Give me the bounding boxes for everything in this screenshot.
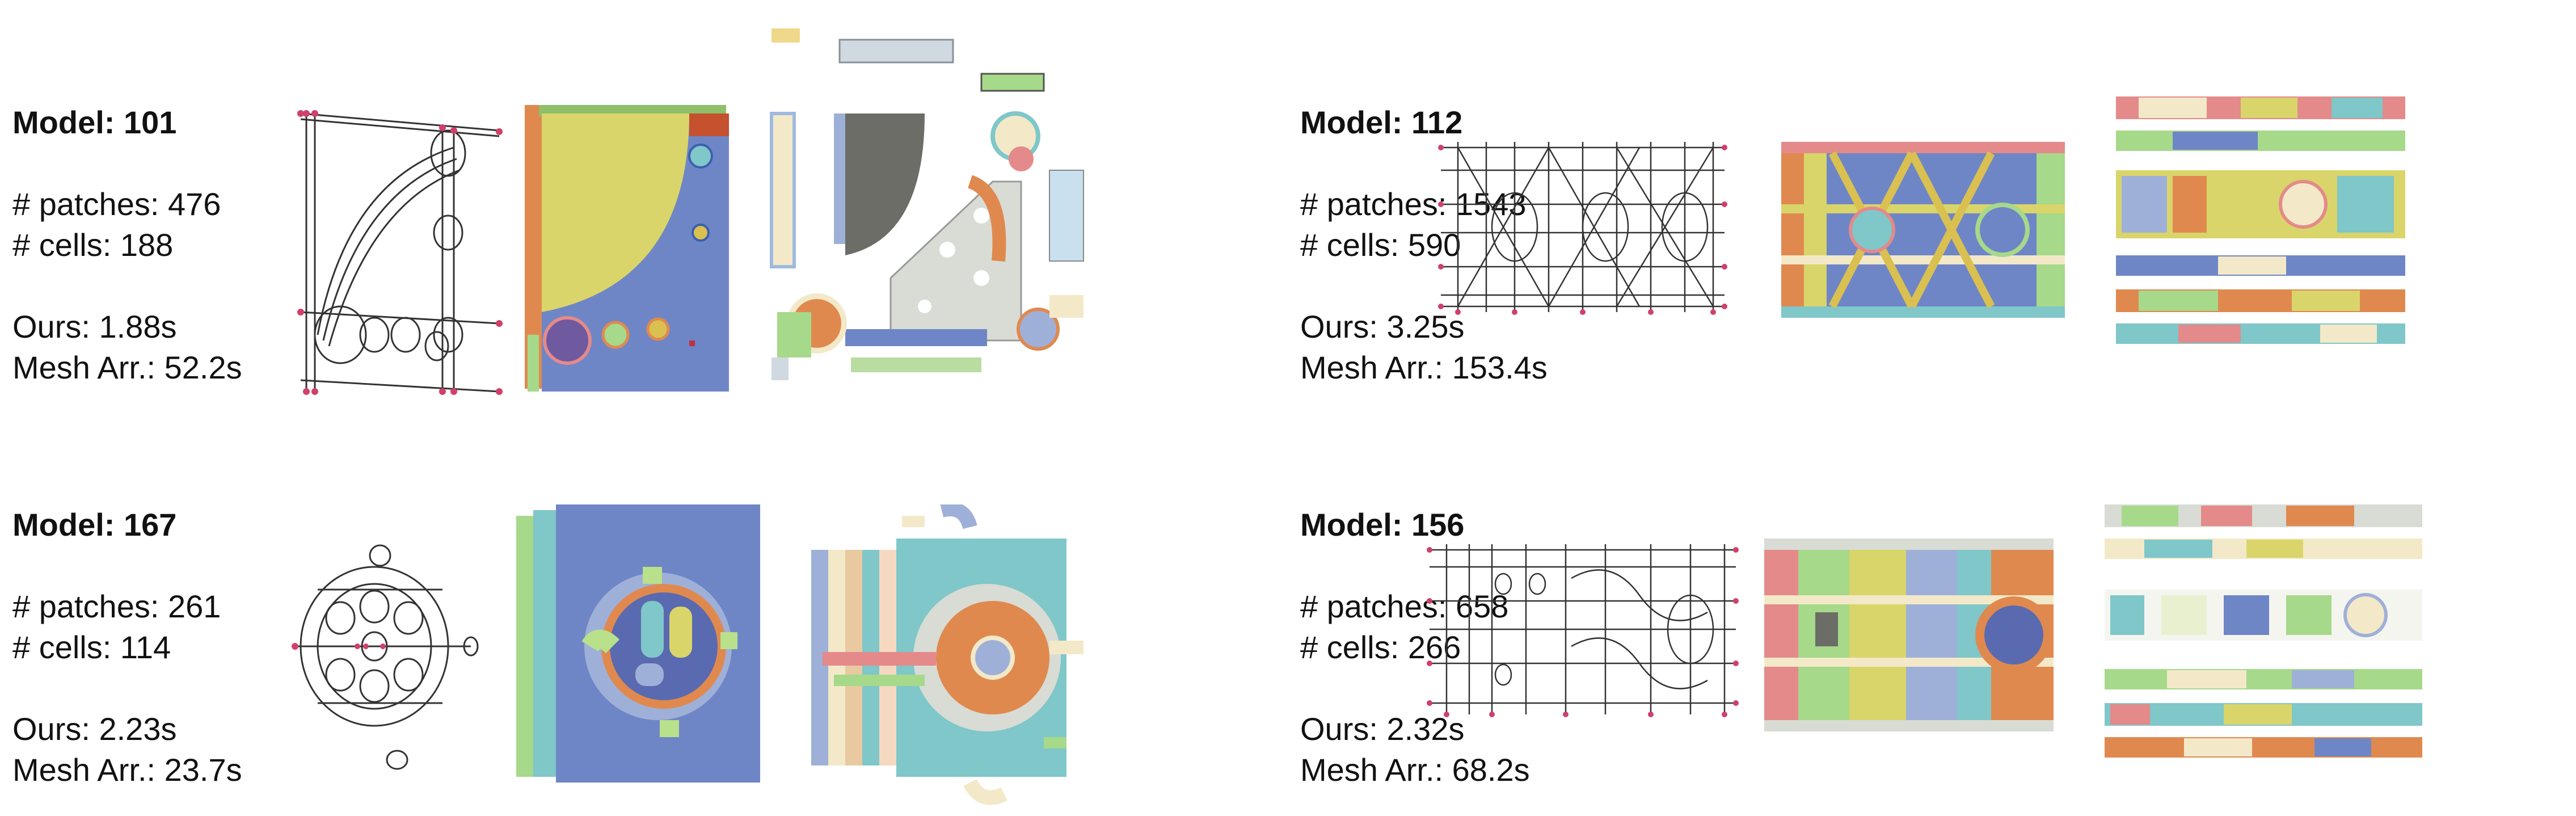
solid-figure <box>1764 539 2054 731</box>
model-title: Model: 156 <box>1300 507 1465 542</box>
solid-figure <box>1781 142 2065 318</box>
mesh-arr-time: Mesh Arr.: 23.7s <box>12 752 242 788</box>
solid-figure <box>525 105 729 392</box>
model-title: Model: 167 <box>12 507 177 542</box>
panel-model-112: Model: 112 # patches: 1543 # cells: 590 … <box>1288 0 2575 408</box>
solid-figure <box>516 504 760 783</box>
exploded-figure <box>770 28 1084 380</box>
wireframe-figure <box>297 110 503 395</box>
cells-count: # cells: 590 <box>1300 227 1461 263</box>
stats-block: Model: 156 # patches: 658 # cells: 266 O… <box>1300 504 1530 790</box>
model-title: Model: 101 <box>12 104 177 140</box>
ours-time: Ours: 1.88s <box>12 309 177 344</box>
cells-count: # cells: 188 <box>12 227 174 263</box>
exploded-figure <box>2116 96 2405 344</box>
ours-time: Ours: 2.32s <box>1300 711 1465 747</box>
mesh-arr-time: Mesh Arr.: 68.2s <box>1300 752 1530 788</box>
wireframe-figure <box>1438 142 1727 315</box>
model-title: Model: 112 <box>1300 104 1463 140</box>
wireframe-figure <box>292 544 479 770</box>
cells-count: # cells: 114 <box>12 629 171 665</box>
panel-model-167: Model: 167 # patches: 261 # cells: 114 O… <box>0 408 1288 816</box>
patches-count: # patches: 261 <box>12 588 221 624</box>
ours-time: Ours: 2.23s <box>12 711 177 747</box>
patches-count: # patches: 658 <box>1300 588 1509 624</box>
mesh-arr-time: Mesh Arr.: 153.4s <box>1300 350 1548 385</box>
ours-time: Ours: 3.25s <box>1300 309 1465 344</box>
stats-block: Model: 167 # patches: 261 # cells: 114 O… <box>12 504 242 790</box>
wireframe-figure <box>1427 544 1739 717</box>
cells-count: # cells: 266 <box>1300 629 1461 665</box>
panel-model-156: Model: 156 # patches: 658 # cells: 266 O… <box>1288 408 2575 816</box>
exploded-figure <box>2105 504 2422 758</box>
patches-count: # patches: 476 <box>12 186 221 222</box>
panel-model-101: Model: 101 # patches: 476 # cells: 188 O… <box>0 0 1288 408</box>
mesh-arr-time: Mesh Arr.: 52.2s <box>12 350 242 385</box>
exploded-figure <box>811 504 1083 805</box>
stats-block: Model: 101 # patches: 476 # cells: 188 O… <box>12 102 242 388</box>
